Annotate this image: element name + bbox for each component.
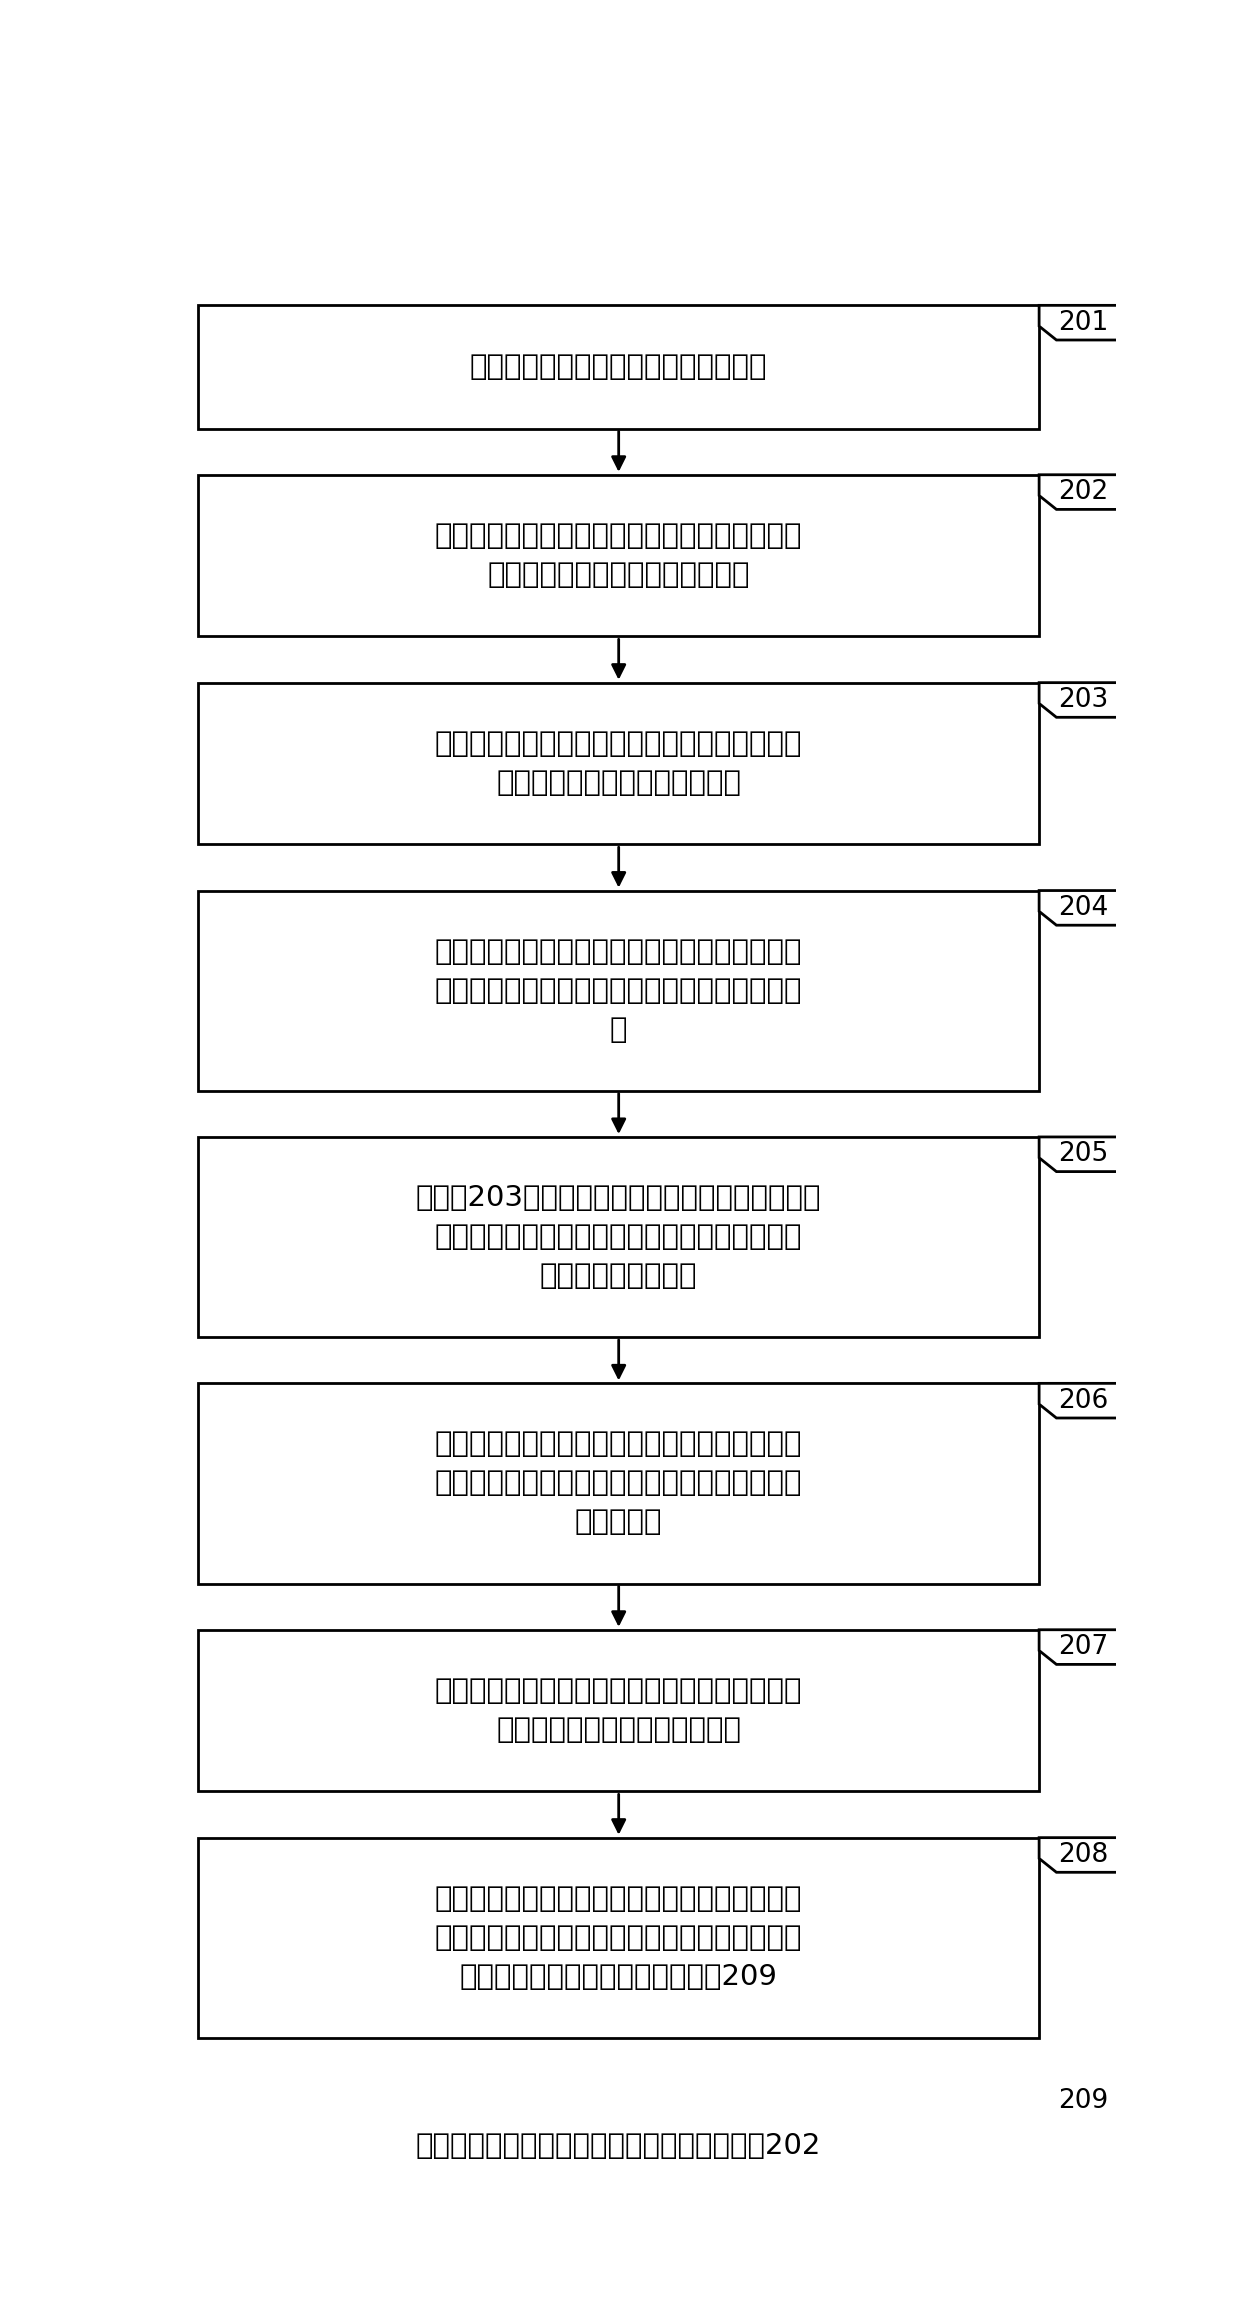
Bar (198, 306, 1039, 429)
Polygon shape (1039, 1629, 1118, 1663)
Text: 207: 207 (1058, 1633, 1109, 1661)
Text: 201: 201 (1058, 309, 1109, 336)
Text: 对至少一个第二炉膛出口烟气温度进行计算，获
取对应的第二火焰中心高度系数: 对至少一个第二炉膛出口烟气温度进行计算，获 取对应的第二火焰中心高度系数 (435, 1677, 802, 1745)
Text: 将第二火焰中心高度系数与修正后的火焰中心高
度系数计算公式通过最小二乘法进行误差计算，
当误差大于预置限值时，执行步骤209: 将第二火焰中心高度系数与修正后的火焰中心高 度系数计算公式通过最小二乘法进行误差… (435, 1884, 802, 1991)
Text: 203: 203 (1058, 687, 1109, 712)
Bar (198, 682, 1039, 844)
Polygon shape (1039, 2083, 1118, 2118)
Polygon shape (1039, 1837, 1118, 1872)
Polygon shape (1039, 891, 1118, 926)
Text: 205: 205 (1058, 1141, 1109, 1167)
Text: 204: 204 (1058, 896, 1109, 921)
Text: 获取热力计算中火焰中心高度系数的经验计算公
式，小除经验计算公式中的经验系数获取公式骨
架: 获取热力计算中火焰中心高度系数的经验计算公 式，小除经验计算公式中的经验系数获取… (435, 937, 802, 1044)
Text: 将步骤203中获取的第一火焰中心高度系数以公式
骨架为模板进行数值拟合，获取修正后的火焰中
心高度系数计算公式: 将步骤203中获取的第一火焰中心高度系数以公式 骨架为模板进行数值拟合，获取修正… (415, 1183, 821, 1290)
Text: 分别对每个第一炉膛出口烟气温度进行计算，获
取对应的第一火焰中心高度系数: 分别对每个第一炉膛出口烟气温度进行计算，获 取对应的第一火焰中心高度系数 (435, 731, 802, 798)
Polygon shape (1039, 306, 1118, 341)
Bar (198, 1383, 1039, 1585)
Text: 设置至少两个不同的第一燃尽风配风率: 设置至少两个不同的第一燃尽风配风率 (470, 353, 768, 380)
Bar (198, 476, 1039, 636)
Text: 206: 206 (1058, 1387, 1109, 1413)
Text: 208: 208 (1058, 1842, 1109, 1868)
Text: 通过数值模拟计算与第一燃尽风配风率数值不同
的至少一个第二燃尽风配风率对应的第二炉膛出
口烟气温度: 通过数值模拟计算与第一燃尽风配风率数值不同 的至少一个第二燃尽风配风率对应的第二… (435, 1431, 802, 1536)
Text: 209: 209 (1058, 2088, 1109, 2114)
Bar (198, 891, 1039, 1090)
Text: 增加第一燃尽风配风率取値的数量，返回步骤202: 增加第一燃尽风配风率取値的数量，返回步骤202 (415, 2132, 821, 2160)
Bar (198, 2083, 1039, 2206)
Bar (198, 1629, 1039, 1791)
Text: 202: 202 (1058, 478, 1109, 506)
Polygon shape (1039, 476, 1118, 510)
Bar (198, 1837, 1039, 2037)
Text: 通过数值模拟计算至少两个不同的第一燃尽风配
风率对应的第一炉膛出口烟气温度: 通过数值模拟计算至少两个不同的第一燃尽风配 风率对应的第一炉膛出口烟气温度 (435, 522, 802, 589)
Polygon shape (1039, 682, 1118, 717)
Polygon shape (1039, 1137, 1118, 1172)
Polygon shape (1039, 1383, 1118, 1418)
Bar (198, 1137, 1039, 1336)
